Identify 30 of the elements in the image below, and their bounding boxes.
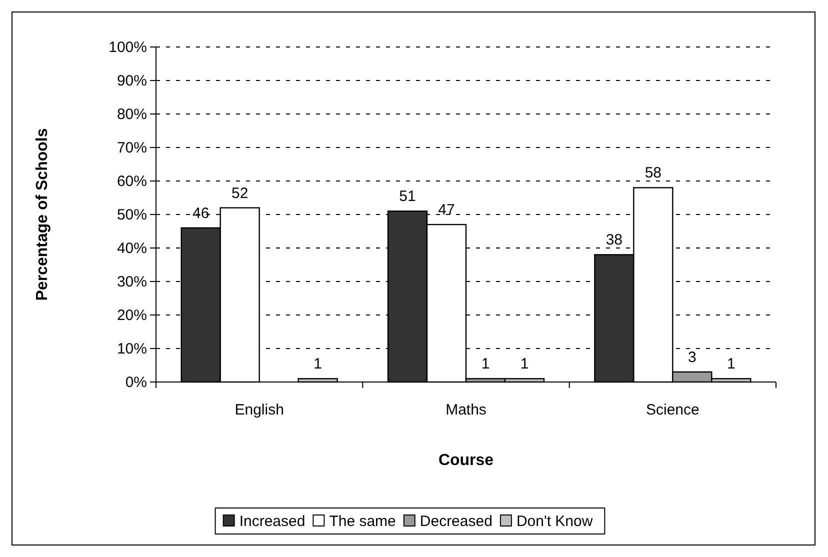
x-tick-label: Science: [646, 402, 700, 419]
legend-label: The same: [329, 513, 396, 530]
y-tick-label: 100%: [108, 38, 147, 56]
y-axis-title: Percentage of Schools: [34, 128, 51, 301]
data-label: 58: [644, 164, 662, 182]
y-tick-label: 50%: [116, 206, 147, 224]
x-tick-label: English: [234, 402, 284, 419]
y-tick-label: 90%: [116, 72, 147, 90]
y-tick-label: 80%: [116, 106, 147, 123]
data-label: 51: [399, 188, 416, 206]
data-label: 3: [688, 348, 696, 366]
data-label: 1: [726, 356, 736, 373]
y-tick-label: 20%: [116, 306, 147, 324]
y-tick-label: 40%: [116, 240, 147, 257]
legend-label: Increased: [239, 513, 306, 530]
x-axis-title: Course: [438, 452, 494, 469]
data-label: 1: [520, 356, 529, 373]
legend-label: Don't Know: [516, 513, 593, 530]
y-tick-label: 0%: [125, 374, 147, 391]
y-tick-label: 30%: [116, 273, 147, 290]
legend-label: Decreased: [420, 513, 492, 530]
data-label: 1: [314, 356, 322, 373]
y-tick-label: 60%: [116, 172, 147, 190]
data-label: 47: [438, 202, 455, 219]
y-tick-label: 70%: [116, 139, 147, 156]
x-tick-label: Maths: [446, 402, 486, 419]
data-label: 52: [231, 184, 248, 202]
data-label: 1: [481, 356, 490, 373]
y-tick-label: 10%: [116, 340, 147, 358]
data-label: 38: [606, 232, 623, 249]
